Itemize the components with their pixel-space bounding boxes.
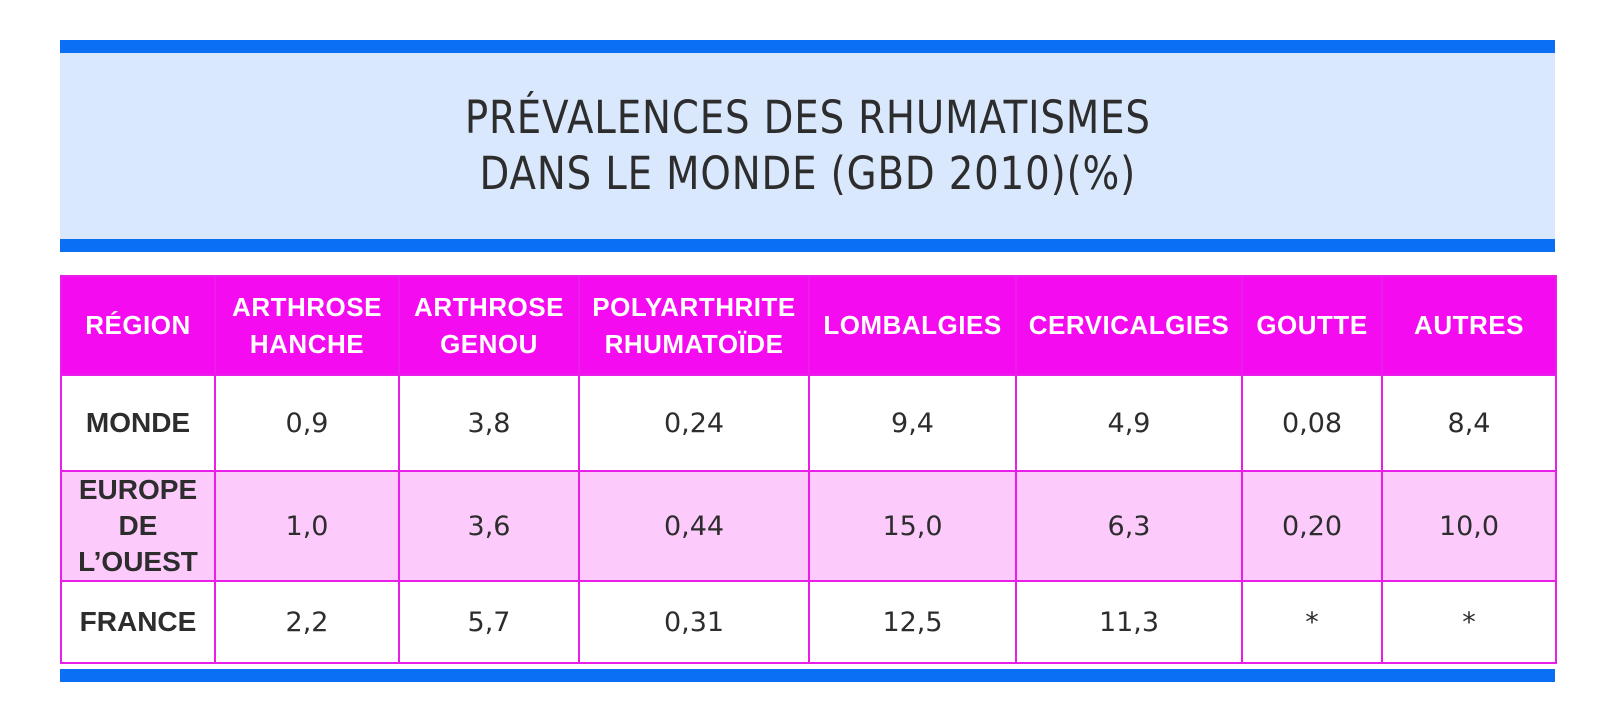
table-cell: 0,31 [578,580,810,664]
table-cell: 0,20 [1241,470,1383,582]
title-line-1: PRÉVALENCES DES RHUMATISMES [464,91,1151,144]
prevalence-table: RÉGION ARTHROSE HANCHE ARTHROSE GENOU PO… [60,275,1557,664]
table-cell: 0,24 [578,374,810,472]
table-row-monde: MONDE 0,9 3,8 0,24 9,4 4,9 0,08 8,4 [60,374,1557,472]
table-cell: 10,0 [1381,470,1557,582]
column-header-polyarthrite-rhumatoide: POLYARTHRITE RHUMATOÏDE [578,275,810,376]
row-header-region: EUROPE DE L’OUEST [60,470,216,582]
top-accent-bar [60,40,1555,53]
column-header-arthrose-hanche: ARTHROSE HANCHE [214,275,400,376]
table-cell: 6,3 [1015,470,1243,582]
title-banner: PRÉVALENCES DES RHUMATISMES DANS LE MOND… [60,53,1555,239]
table-cell: * [1381,580,1557,664]
table-cell: 2,2 [214,580,400,664]
table-cell: 0,08 [1241,374,1383,472]
table-cell: 3,8 [398,374,580,472]
table-row-europe-de-l-ouest: EUROPE DE L’OUEST 1,0 3,6 0,44 15,0 6,3 … [60,470,1557,582]
column-header-goutte: GOUTTE [1241,275,1383,376]
column-header-arthrose-genou: ARTHROSE GENOU [398,275,580,376]
table-cell: * [1241,580,1383,664]
table-cell: 5,7 [398,580,580,664]
table-cell: 0,44 [578,470,810,582]
bottom-accent-bar [60,669,1555,682]
table-cell: 0,9 [214,374,400,472]
table-cell: 11,3 [1015,580,1243,664]
table-cell: 3,6 [398,470,580,582]
column-header-autres: AUTRES [1381,275,1557,376]
table-cell: 15,0 [808,470,1017,582]
title-line-2: DANS LE MONDE (GBD 2010)(%) [479,147,1136,200]
column-header-region: RÉGION [60,275,216,376]
column-header-cervicalgies: CERVICALGIES [1015,275,1243,376]
table-cell: 1,0 [214,470,400,582]
title-divider-bar [60,239,1555,252]
table-cell: 8,4 [1381,374,1557,472]
table-header-row: RÉGION ARTHROSE HANCHE ARTHROSE GENOU PO… [60,275,1557,376]
page-title: PRÉVALENCES DES RHUMATISMES DANS LE MOND… [464,90,1150,202]
row-header-region: MONDE [60,374,216,472]
row-header-region: FRANCE [60,580,216,664]
table-cell: 4,9 [1015,374,1243,472]
column-header-lombalgies: LOMBALGIES [808,275,1017,376]
table-row-france: FRANCE 2,2 5,7 0,31 12,5 11,3 * * [60,580,1557,664]
table-cell: 12,5 [808,580,1017,664]
table-cell: 9,4 [808,374,1017,472]
